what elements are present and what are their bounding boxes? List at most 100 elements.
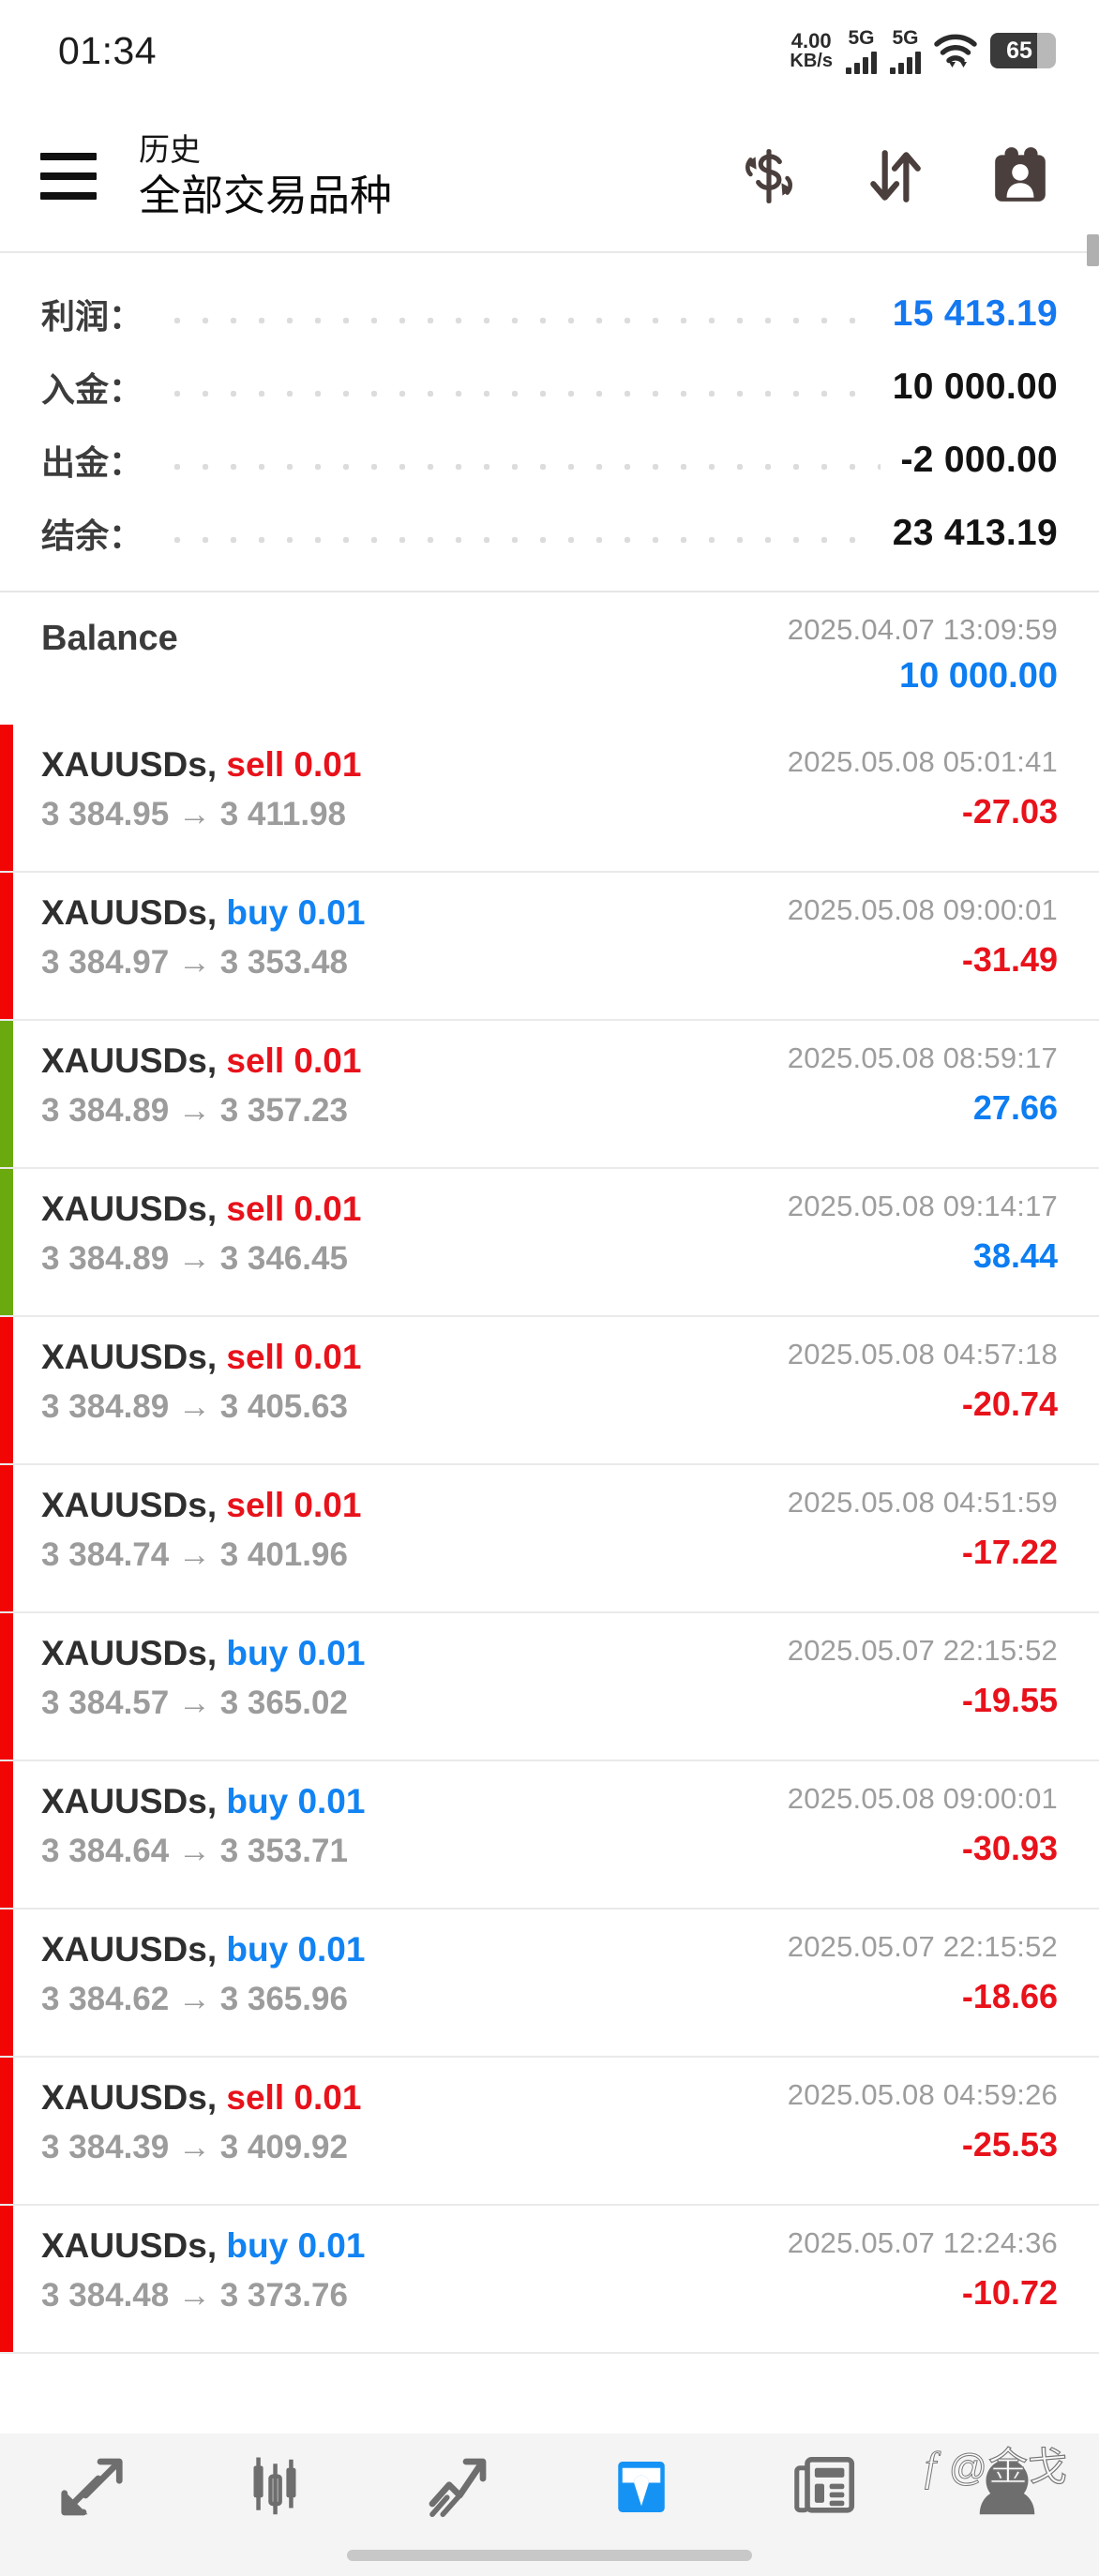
deal-symbol: XAUUSDs,: [41, 2078, 218, 2117]
network-speed-unit: KB/s: [790, 51, 833, 71]
deal-symbol: XAUUSDs,: [41, 1190, 218, 1228]
deal-left: XAUUSDs, sell 0.01 3 384.89 → 3 357.23: [41, 1041, 361, 1130]
deal-time: 2025.05.08 09:00:01: [787, 893, 1058, 926]
deal-profit: -10.72: [961, 2273, 1058, 2312]
deal-profit: -17.22: [961, 1533, 1058, 1571]
deal-profit: -30.93: [961, 1829, 1058, 1867]
deal-row[interactable]: XAUUSDs, buy 0.01 3 384.64 → 3 353.71 2025…: [0, 1761, 1099, 1910]
deal-side: sell: [217, 1190, 285, 1228]
deal-prices: 3 384.57 → 3 365.02: [41, 1685, 348, 1721]
summary-row-balance: 结余： 23 413.19: [41, 497, 1058, 570]
trade-icon: [424, 2453, 491, 2525]
deal-profit: -20.74: [961, 1385, 1058, 1423]
deal-side: buy: [217, 1634, 289, 1672]
nav-item-quotes[interactable]: [0, 2434, 183, 2544]
deal-left: XAUUSDs, sell 0.01 3 384.39 → 3 409.92: [41, 2078, 361, 2166]
nav-item-trade[interactable]: [367, 2434, 550, 2544]
deal-prices: 3 384.64 → 3 353.71: [41, 1833, 348, 1869]
deal-right: 2025.05.08 08:59:17 27.66: [788, 1041, 1058, 1128]
history-inbox-icon: [608, 2453, 675, 2525]
deal-row[interactable]: XAUUSDs, sell 0.01 3 384.39 → 3 409.92 202…: [0, 2058, 1099, 2206]
summary-value: 23 413.19: [892, 513, 1058, 553]
deal-side: buy: [217, 893, 289, 932]
deal-profit: -25.53: [961, 2125, 1058, 2164]
deal-left: XAUUSDs, sell 0.01 3 384.74 → 3 401.96: [41, 1486, 361, 1574]
deal-row[interactable]: XAUUSDs, sell 0.01 3 384.95 → 3 411.98 202…: [0, 725, 1099, 873]
svg-text:f: f: [925, 2444, 941, 2490]
deal-left: XAUUSDs, buy 0.01 3 384.62 → 3 365.96: [41, 1930, 365, 2018]
summary-divider: [0, 591, 1099, 592]
deal-symbol: XAUUSDs,: [41, 745, 218, 784]
deal-time: 2025.05.08 08:59:17: [787, 1041, 1058, 1074]
deal-title: XAUUSDs, buy 0.01: [41, 1930, 365, 1969]
deal-left: XAUUSDs, sell 0.01 3 384.95 → 3 411.98: [41, 745, 361, 833]
deal-result-indicator: [0, 2206, 13, 2352]
header-subtitle: 历史: [139, 131, 201, 167]
sim2-signal-indicator: 5G: [890, 28, 921, 74]
nav-item-news[interactable]: [732, 2434, 915, 2544]
deal-symbol: XAUUSDs,: [41, 1338, 218, 1376]
deal-title: XAUUSDs, sell 0.01: [41, 1190, 361, 1229]
nav-item-history[interactable]: [550, 2434, 732, 2544]
sort-arrows-icon[interactable]: [861, 142, 928, 210]
deal-prices: 3 384.62 → 3 365.96: [41, 1981, 348, 2017]
deal-prices: 3 384.39 → 3 409.92: [41, 2129, 348, 2165]
watermark-overlay: f @ 金戈: [921, 2426, 1086, 2505]
deal-row[interactable]: XAUUSDs, buy 0.01 3 384.62 → 3 365.96 2025…: [0, 1910, 1099, 2058]
scrollbar-thumb[interactable]: [1087, 234, 1099, 266]
deal-volume: 0.01: [284, 745, 362, 784]
dotted-leader: [163, 310, 872, 331]
home-indicator-bar[interactable]: [347, 2550, 752, 2561]
deal-right: 2025.05.08 04:51:59 -17.22: [788, 1486, 1058, 1572]
deal-title: XAUUSDs, buy 0.01: [41, 1634, 365, 1673]
deal-title: XAUUSDs, sell 0.01: [41, 2078, 361, 2118]
summary-row-withdrawal: 出金： -2 000.00: [41, 424, 1058, 497]
sim2-network-label: 5G: [892, 26, 919, 49]
deal-title: XAUUSDs, sell 0.01: [41, 745, 361, 785]
deal-volume: 0.01: [284, 1190, 362, 1228]
nav-item-charts[interactable]: [183, 2434, 366, 2544]
deal-profit: -18.66: [961, 1977, 1058, 2015]
deal-profit: 27.66: [972, 1088, 1058, 1127]
summary-row-deposit: 入金： 10 000.00: [41, 351, 1058, 424]
deal-row[interactable]: XAUUSDs, sell 0.01 3 384.74 → 3 401.96 202…: [0, 1465, 1099, 1613]
deal-prices: 3 384.89 → 3 346.45: [41, 1240, 348, 1277]
deal-result-indicator: [0, 1910, 13, 2056]
dotted-leader: [163, 383, 872, 404]
account-summary: 利润： 15 413.19 入金： 10 000.00 出金： -2 000.0…: [0, 234, 1099, 591]
balance-entry-row[interactable]: Balance 2025.04.07 13:09:59 10 000.00: [0, 592, 1099, 725]
deal-result-indicator: [0, 2058, 13, 2204]
currency-exchange-icon[interactable]: [735, 142, 803, 210]
wifi-icon: [934, 33, 977, 68]
deal-row[interactable]: XAUUSDs, sell 0.01 3 384.89 → 3 357.23 202…: [0, 1021, 1099, 1169]
deal-volume: 0.01: [284, 2078, 362, 2117]
deal-prices: 3 384.89 → 3 405.63: [41, 1388, 348, 1425]
summary-label: 利润：: [41, 297, 143, 336]
deal-row[interactable]: XAUUSDs, buy 0.01 3 384.57 → 3 365.02 2025…: [0, 1613, 1099, 1761]
hamburger-menu-icon[interactable]: [32, 140, 105, 213]
summary-label: 出金：: [41, 443, 143, 482]
deal-left: XAUUSDs, buy 0.01 3 384.97 → 3 353.48: [41, 893, 365, 981]
deal-symbol: XAUUSDs,: [41, 1930, 218, 1969]
deal-symbol: XAUUSDs,: [41, 893, 218, 932]
deal-row[interactable]: XAUUSDs, buy 0.01 3 384.48 → 3 373.76 2025…: [0, 2206, 1099, 2354]
deal-symbol: XAUUSDs,: [41, 1041, 218, 1080]
calendar-person-icon[interactable]: [986, 142, 1054, 210]
charts-icon: [241, 2453, 309, 2525]
deal-row[interactable]: XAUUSDs, sell 0.01 3 384.89 → 3 346.45 202…: [0, 1169, 1099, 1317]
deal-result-indicator: [0, 725, 13, 871]
deal-time: 2025.05.07 22:15:52: [787, 1930, 1058, 1963]
header-actions: [735, 142, 1061, 210]
page-title[interactable]: 全部交易品种: [139, 172, 393, 220]
deal-volume: 0.01: [288, 2226, 366, 2265]
deal-right: 2025.05.08 09:00:01 -30.93: [788, 1782, 1058, 1868]
deal-row[interactable]: XAUUSDs, sell 0.01 3 384.89 → 3 405.63 202…: [0, 1317, 1099, 1465]
deal-left: XAUUSDs, sell 0.01 3 384.89 → 3 405.63: [41, 1338, 361, 1426]
deal-row[interactable]: XAUUSDs, buy 0.01 3 384.97 → 3 353.48 2025…: [0, 873, 1099, 1021]
deal-left: XAUUSDs, sell 0.01 3 384.89 → 3 346.45: [41, 1190, 361, 1278]
watermark-text: 金戈: [988, 2445, 1067, 2489]
deal-right: 2025.05.07 12:24:36 -10.72: [788, 2226, 1058, 2313]
summary-label: 结余：: [41, 517, 143, 555]
nav-item-settings[interactable]: f @ 金戈: [916, 2434, 1099, 2544]
sim1-signal-indicator: 5G: [846, 28, 877, 74]
